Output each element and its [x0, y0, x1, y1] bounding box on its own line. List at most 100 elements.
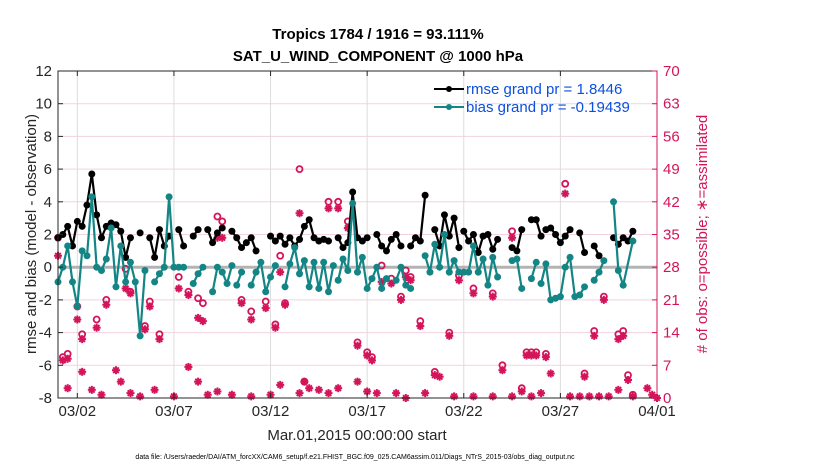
- asterisk-stroke: [296, 389, 304, 397]
- obs-assimilated-marker: [126, 289, 135, 298]
- asterisk-stroke: [238, 299, 246, 307]
- obs-assimilated-marker: [63, 354, 72, 363]
- rmse-point: [590, 242, 598, 250]
- asterisk-stroke: [518, 387, 526, 395]
- rmse-point: [465, 237, 473, 245]
- asterisk-stroke: [97, 391, 105, 399]
- obs-assimilated-marker: [421, 389, 430, 398]
- obs-assimilated-marker: [541, 353, 550, 362]
- obs-assimilated-marker: [508, 233, 517, 242]
- bias-point: [455, 268, 463, 276]
- bias-point: [407, 284, 415, 292]
- rmse-point: [537, 232, 545, 240]
- asterisk-stroke: [305, 384, 313, 392]
- asterisk-stroke: [363, 351, 371, 359]
- asterisk-stroke: [600, 296, 608, 304]
- asterisk-stroke: [262, 304, 270, 312]
- asterisk-stroke: [643, 384, 651, 392]
- asterisk-stroke: [455, 276, 463, 284]
- obs-assimilated-marker: [585, 392, 594, 401]
- bias-point: [247, 281, 255, 289]
- y-tick-label: 12: [35, 63, 52, 80]
- asterisk-stroke: [619, 332, 627, 340]
- rmse-point: [189, 232, 197, 240]
- rmse-point: [204, 226, 212, 234]
- asterisk-stroke: [537, 389, 545, 397]
- obs-assimilated-marker: [295, 209, 304, 218]
- rmse-point: [271, 237, 279, 245]
- obs-assimilated-marker: [595, 392, 604, 401]
- bias-point: [73, 302, 81, 310]
- bias-point: [450, 257, 458, 265]
- bias-point: [160, 263, 168, 271]
- bias-point: [218, 268, 226, 276]
- bias-point: [358, 253, 366, 261]
- bias-point: [566, 253, 574, 261]
- bias-point: [305, 283, 313, 291]
- x-tick-label: 03/02: [59, 403, 97, 420]
- asterisk-stroke: [508, 234, 516, 242]
- obs-assimilated-marker: [184, 362, 193, 371]
- bias-point: [527, 275, 535, 283]
- rmse-point: [300, 222, 308, 230]
- asterisk-stroke: [421, 389, 429, 397]
- obs-assimilated-marker: [305, 384, 314, 393]
- asterisk-stroke: [199, 317, 207, 325]
- obs-assimilated-marker: [247, 315, 256, 324]
- rmse-point: [194, 226, 202, 234]
- rmse-point: [561, 232, 569, 240]
- rmse-point: [218, 224, 226, 232]
- bias-point: [257, 258, 265, 266]
- bias-point: [329, 262, 337, 270]
- asterisk-stroke: [155, 335, 163, 343]
- rmse-point: [122, 253, 130, 261]
- bias-point: [155, 270, 163, 278]
- asterisk-stroke: [117, 378, 125, 386]
- rmse-point: [334, 234, 342, 242]
- asterisk-stroke: [204, 391, 212, 399]
- asterisk-stroke: [648, 391, 656, 399]
- obs-possible-marker: [295, 165, 304, 174]
- series-layer: [54, 170, 637, 340]
- bias-point: [223, 280, 231, 288]
- y-tick-label: 2: [44, 227, 52, 244]
- bias-point: [440, 231, 448, 238]
- rmse-point: [576, 229, 584, 237]
- obs-assimilated-marker: [102, 300, 111, 309]
- bias-point: [474, 268, 482, 276]
- obs-assimilated-marker: [648, 390, 657, 399]
- bias-point: [151, 278, 159, 286]
- bias-point: [228, 262, 236, 270]
- asterisk-stroke: [281, 301, 289, 309]
- obs-assimilated-marker: [155, 335, 164, 344]
- obs-assimilated-marker: [580, 372, 589, 381]
- obs-assimilated-marker: [508, 392, 517, 401]
- obs-assimilated-marker: [237, 299, 246, 308]
- asterisk-stroke: [175, 284, 183, 292]
- bias-point: [494, 273, 502, 281]
- bias-line: [612, 201, 634, 290]
- bias-point: [460, 268, 468, 276]
- bias-point: [291, 244, 299, 252]
- legend: rmse grand pr = 1.8446 bias grand pr = -…: [434, 81, 630, 116]
- rmse-point: [363, 234, 371, 242]
- rmse-point: [349, 188, 357, 196]
- asterisk-stroke: [213, 387, 221, 395]
- asterisk-stroke: [73, 316, 81, 324]
- obs-assimilated-marker: [454, 276, 463, 285]
- rmse-point: [489, 245, 497, 253]
- bias-point: [117, 242, 125, 250]
- bias-point: [102, 255, 110, 263]
- asterisk-stroke: [141, 325, 149, 333]
- rmse-point: [373, 231, 381, 238]
- rmse-point: [421, 191, 429, 199]
- x-axis-label: Mar.01,2015 00:00:00 start: [267, 427, 447, 444]
- bias-point: [252, 268, 260, 276]
- rmse-point: [474, 248, 482, 256]
- bias-point: [576, 291, 584, 299]
- obs-possible-marker: [561, 179, 570, 188]
- y-tick-label: 10: [35, 96, 52, 113]
- obs-assimilated-marker: [469, 392, 478, 401]
- bias-point: [581, 283, 589, 291]
